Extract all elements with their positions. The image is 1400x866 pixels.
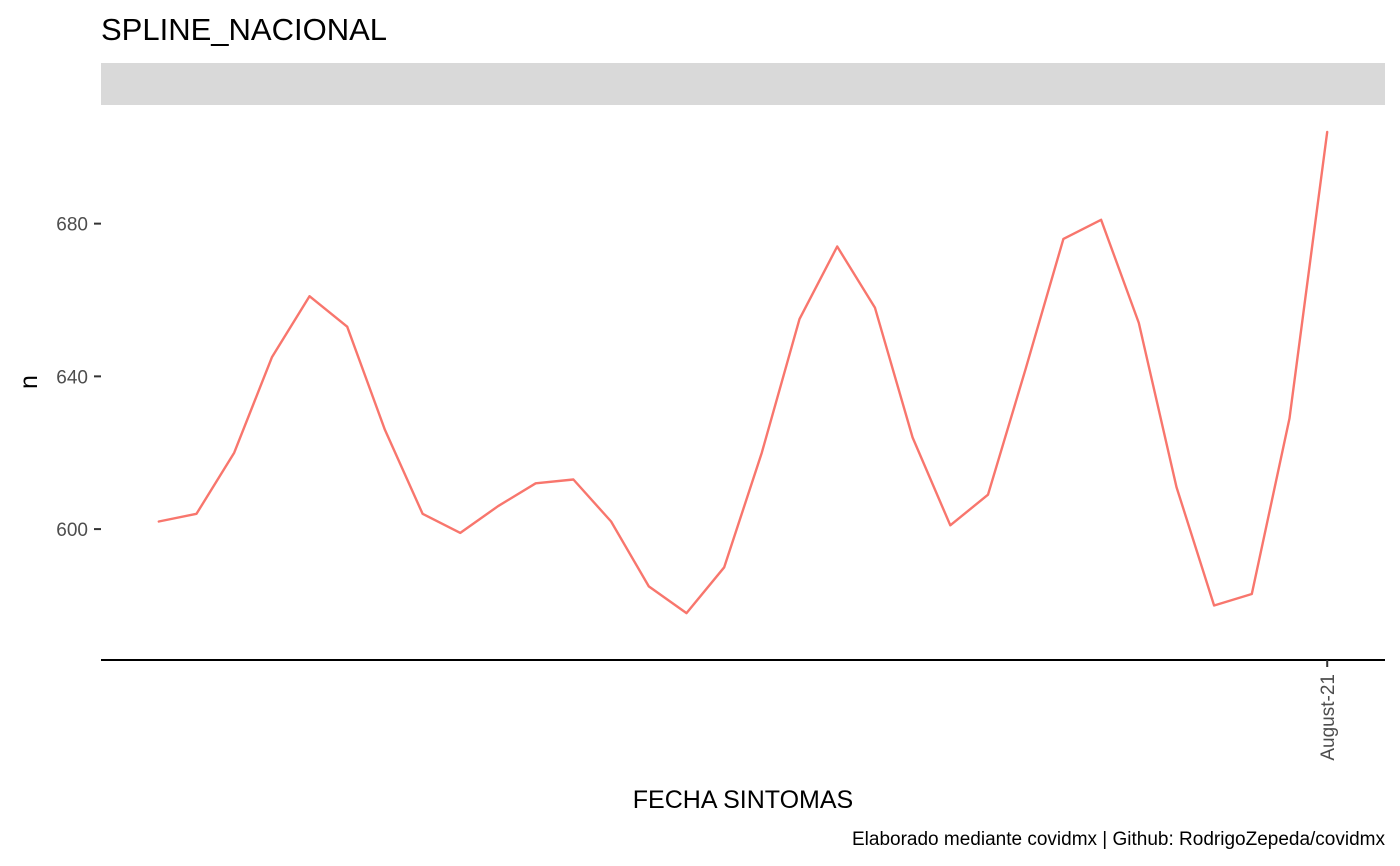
y-tick-label: 680 [56,215,88,236]
series-line [157,130,1329,615]
x-axis: August-21 [1318,660,1339,761]
y-tick-label: 600 [56,520,88,541]
chart-caption: Elaborado mediante covidmx | Github: Rod… [852,829,1385,850]
y-tick-label: 640 [56,367,88,388]
x-axis-title: FECHA SINTOMAS [633,786,853,814]
facet-strip [101,63,1385,105]
y-axis-title: n [15,375,43,389]
y-axis: 600 640 680 [56,215,101,541]
series-group [157,130,1329,615]
chart-title: SPLINE_NACIONAL [101,12,387,47]
x-tick-label: August-21 [1318,674,1339,761]
